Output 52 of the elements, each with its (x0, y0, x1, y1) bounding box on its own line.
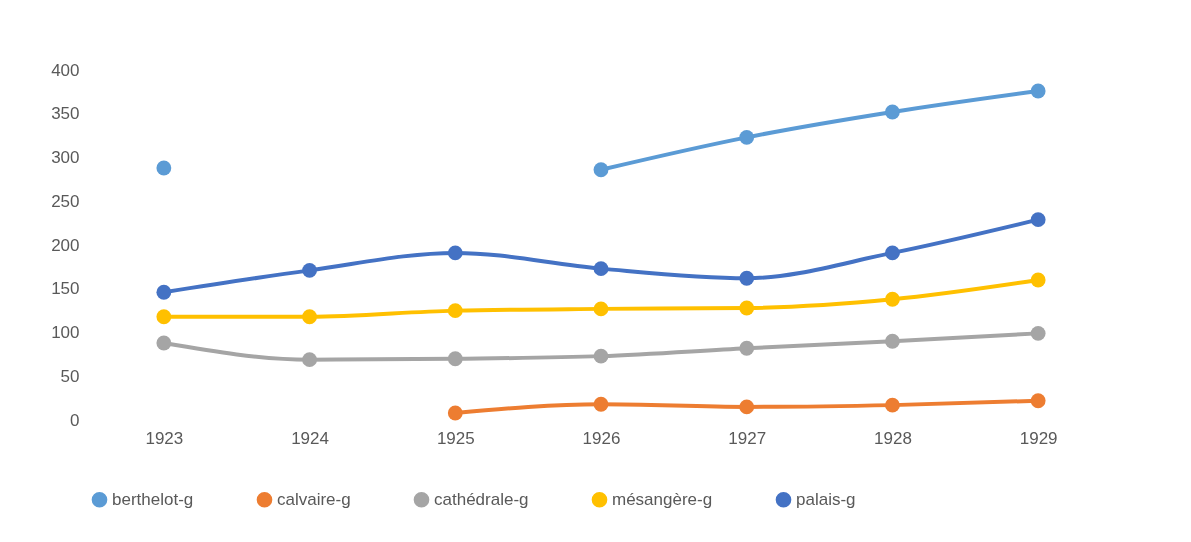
point (739, 399, 755, 415)
point (1030, 393, 1046, 409)
point (447, 303, 463, 319)
point (1030, 83, 1046, 99)
point (593, 348, 609, 364)
x-tick-label: 1928 (874, 428, 912, 448)
x-tick-label: 1927 (728, 428, 767, 448)
point (447, 405, 463, 421)
y-tick-label: 400 (51, 60, 80, 80)
legend-label: cathédrale-g (434, 489, 529, 509)
point (302, 352, 317, 368)
point (447, 351, 463, 367)
y-tick-label: 250 (51, 191, 80, 211)
y-tick-label: 50 (60, 366, 80, 386)
x-tick-label: 1924 (291, 428, 329, 448)
point (302, 262, 317, 278)
point (885, 291, 900, 307)
legend-label: berthelot-g (112, 489, 194, 509)
point (1030, 272, 1046, 288)
point (447, 245, 463, 261)
point (156, 309, 172, 325)
point (593, 396, 609, 412)
y-tick-label: 0 (70, 410, 80, 430)
point (739, 270, 755, 286)
point (739, 129, 755, 145)
legend-label: calvaire-g (277, 489, 351, 509)
point (156, 335, 172, 351)
legend-label: mésangère-g (612, 489, 713, 509)
point (885, 333, 900, 349)
point (885, 397, 900, 413)
x-tick-label: 1923 (145, 428, 184, 448)
x-tick-label: 1929 (1019, 428, 1058, 448)
point (156, 284, 172, 300)
point (885, 104, 900, 120)
y-tick-label: 150 (51, 279, 80, 299)
y-tick-label: 350 (51, 104, 80, 124)
point (156, 160, 172, 176)
point (1030, 325, 1046, 341)
y-tick-label: 300 (51, 148, 80, 167)
point (739, 340, 755, 356)
legend-label: palais-g (796, 489, 856, 509)
point (593, 162, 609, 178)
y-tick-label: 100 (51, 323, 80, 342)
point (302, 309, 317, 325)
point (593, 301, 609, 317)
y-tick-label: 200 (51, 235, 80, 255)
point (739, 300, 755, 316)
point (1030, 212, 1046, 228)
point (885, 245, 900, 261)
x-tick-label: 1925 (436, 428, 475, 448)
point (593, 261, 609, 277)
x-tick-label: 1926 (582, 428, 621, 448)
